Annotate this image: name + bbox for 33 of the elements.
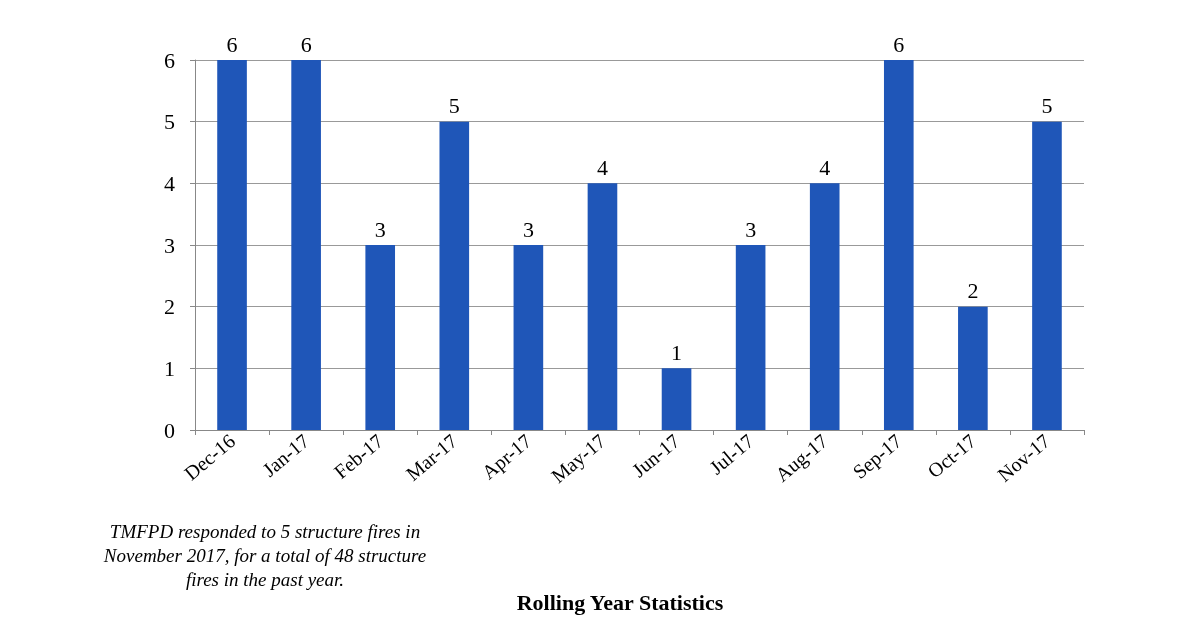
bar — [587, 183, 618, 430]
y-tick-label: 2 — [164, 294, 175, 320]
bar — [809, 183, 840, 430]
data-label: 3 — [374, 216, 386, 242]
data-label: 5 — [448, 93, 460, 119]
data-label: 4 — [819, 154, 831, 180]
data-label: 6 — [300, 31, 312, 57]
text: TMFPD responded to 5 structure fires in November 2017, for a total of 48 structure fires in the past year. — [102, 520, 428, 592]
data-label: 6 — [226, 31, 238, 57]
bar — [1032, 121, 1062, 430]
data-label: 4 — [596, 154, 608, 180]
bar — [217, 60, 247, 430]
bar — [439, 121, 470, 430]
text: Rolling Year Statistics — [515, 590, 725, 616]
y-tick-label: 0 — [164, 417, 175, 443]
bar — [513, 245, 544, 430]
data-label: 1 — [671, 339, 683, 365]
bar — [735, 245, 766, 430]
bar — [291, 60, 321, 430]
y-tick-label: 6 — [164, 47, 175, 73]
data-label: 2 — [967, 278, 979, 304]
data-label: 5 — [1041, 93, 1053, 119]
bar — [883, 60, 914, 430]
bar — [365, 245, 396, 430]
y-tick-label: 1 — [164, 355, 175, 381]
bar — [661, 368, 692, 430]
y-tick-label: 3 — [164, 232, 175, 258]
y-tick-label: 5 — [164, 109, 175, 135]
y-tick-label: 4 — [164, 170, 175, 196]
data-label: 3 — [522, 216, 534, 242]
data-label: 6 — [893, 31, 905, 57]
bar — [958, 306, 988, 430]
data-label: 3 — [745, 216, 757, 242]
